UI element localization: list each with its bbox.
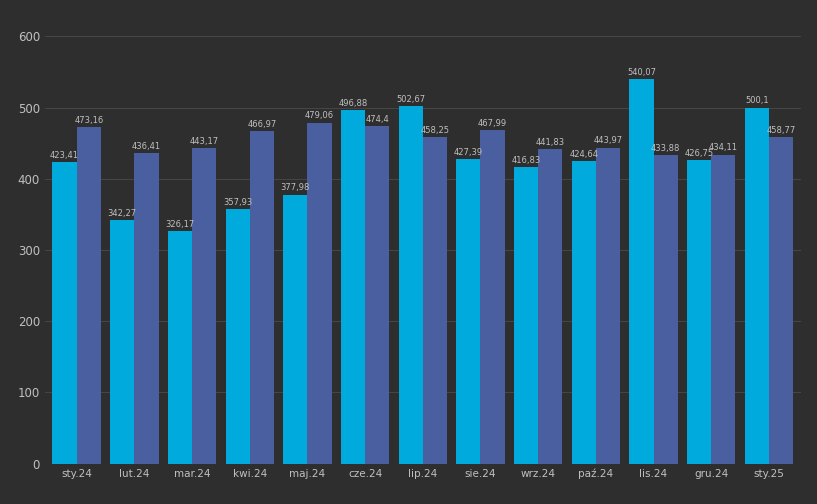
Text: 443,17: 443,17 [190, 137, 219, 146]
Text: 436,41: 436,41 [132, 142, 161, 151]
Bar [538, 149, 562, 464]
Text: 424,64: 424,64 [569, 150, 598, 159]
Bar [514, 167, 538, 464]
Text: 433,88: 433,88 [651, 144, 681, 153]
Bar [769, 137, 793, 464]
Text: 423,41: 423,41 [50, 151, 79, 160]
Text: 434,11: 434,11 [709, 144, 738, 152]
Text: 467,99: 467,99 [478, 119, 507, 129]
Text: 474,4: 474,4 [365, 115, 389, 124]
Text: 473,16: 473,16 [74, 115, 104, 124]
Bar [456, 159, 480, 464]
Text: 377,98: 377,98 [280, 183, 310, 193]
Bar [250, 131, 274, 464]
Bar [745, 108, 769, 464]
Text: 416,83: 416,83 [511, 156, 541, 165]
Bar [687, 160, 712, 464]
Bar [480, 131, 505, 464]
Bar [365, 126, 390, 464]
Bar [52, 162, 77, 464]
Bar [712, 155, 735, 464]
Bar [629, 79, 654, 464]
Text: 502,67: 502,67 [396, 95, 425, 104]
Text: 443,97: 443,97 [593, 137, 623, 146]
Bar [77, 127, 100, 464]
Text: 479,06: 479,06 [305, 111, 334, 120]
Text: 500,1: 500,1 [745, 96, 769, 105]
Text: 466,97: 466,97 [248, 120, 276, 129]
Text: 458,77: 458,77 [766, 126, 796, 135]
Bar [422, 138, 447, 464]
Bar [167, 231, 192, 464]
Text: 540,07: 540,07 [627, 68, 656, 77]
Bar [192, 148, 217, 464]
Text: 357,93: 357,93 [223, 198, 252, 207]
Bar [283, 195, 307, 464]
Bar [596, 148, 620, 464]
Text: 458,25: 458,25 [421, 127, 449, 135]
Text: 326,17: 326,17 [165, 220, 194, 229]
Text: 426,75: 426,75 [685, 149, 714, 158]
Text: 427,39: 427,39 [453, 148, 483, 157]
Bar [134, 153, 158, 464]
Text: 342,27: 342,27 [108, 209, 136, 218]
Bar [307, 122, 332, 464]
Text: 496,88: 496,88 [338, 99, 368, 108]
Bar [572, 161, 596, 464]
Bar [399, 106, 422, 464]
Text: 441,83: 441,83 [536, 138, 565, 147]
Bar [654, 155, 678, 464]
Bar [225, 209, 250, 464]
Bar [110, 220, 134, 464]
Bar [341, 110, 365, 464]
